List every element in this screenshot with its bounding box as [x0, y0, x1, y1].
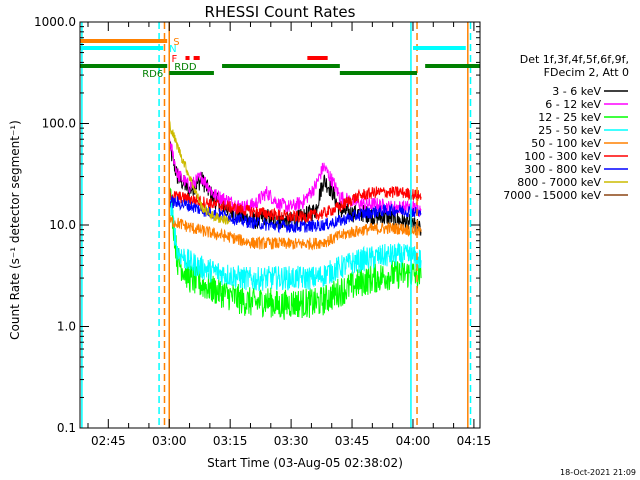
legend-label: 3 - 6 keV: [552, 85, 601, 98]
y-axis-label: Count Rate (s⁻¹ detector segment⁻¹): [8, 120, 22, 340]
x-tick-label: 03:15: [213, 434, 248, 448]
legend-header-line-2: FDecim 2, Att 0: [544, 66, 629, 79]
x-axis-label: Start Time (03-Aug-05 02:38:02): [207, 456, 403, 470]
y-tick-label: 0.1: [57, 421, 76, 435]
x-tick-label: 03:45: [335, 434, 370, 448]
state-bar-label-rd6: RD6: [142, 69, 163, 80]
legend-label: 100 - 300 keV: [524, 150, 601, 163]
x-tick-label: 04:15: [457, 434, 492, 448]
state-bar-label-n: N: [169, 44, 176, 55]
legend-label: 50 - 100 keV: [531, 137, 601, 150]
state-bar-label-s: S: [173, 37, 179, 48]
legend-label: 800 - 7000 keV: [517, 176, 601, 189]
state-bar-label-rdd: RDD: [174, 62, 197, 73]
y-axis: 0.1 1.0 10.0 100.0 1000.0: [34, 15, 480, 435]
series-line-25-50-keV: [168, 193, 422, 292]
x-tick-label: 04:00: [396, 434, 431, 448]
x-axis: 02:45 03:00 03:15 03:30 03:45 04:00 04:15: [87, 22, 492, 448]
x-tick-label: 02:45: [91, 434, 126, 448]
chart-title: RHESSI Count Rates: [205, 3, 356, 21]
series-line-100-300-keV: [168, 186, 422, 223]
x-tick-label: 03:30: [274, 434, 309, 448]
legend: Det 1f,3f,4f,5f,6f,9f, FDecim 2, Att 0 3…: [503, 53, 629, 202]
footer-date: 18-Oct-2021 21:09: [560, 468, 636, 477]
legend-label: 25 - 50 keV: [538, 124, 601, 137]
series-line-12-25-keV: [168, 187, 422, 320]
y-tick-label: 10.0: [49, 218, 76, 232]
series-layer: [168, 120, 422, 320]
y-tick-label: 1.0: [57, 320, 76, 334]
y-tick-label: 100.0: [42, 117, 76, 131]
x-tick-label: 03:00: [152, 434, 187, 448]
legend-label: 6 - 12 keV: [545, 98, 601, 111]
legend-label: 12 - 25 keV: [538, 111, 601, 124]
series-line-800-7000-keV: [168, 120, 231, 225]
series-line-50-100-keV: [168, 215, 422, 251]
y-tick-label: 1000.0: [34, 15, 76, 29]
legend-header-line-1: Det 1f,3f,4f,5f,6f,9f,: [520, 53, 629, 66]
state-bar-label-f: F: [171, 54, 177, 65]
legend-label: 7000 - 15000 keV: [503, 189, 601, 202]
legend-label: 300 - 800 keV: [524, 163, 601, 176]
